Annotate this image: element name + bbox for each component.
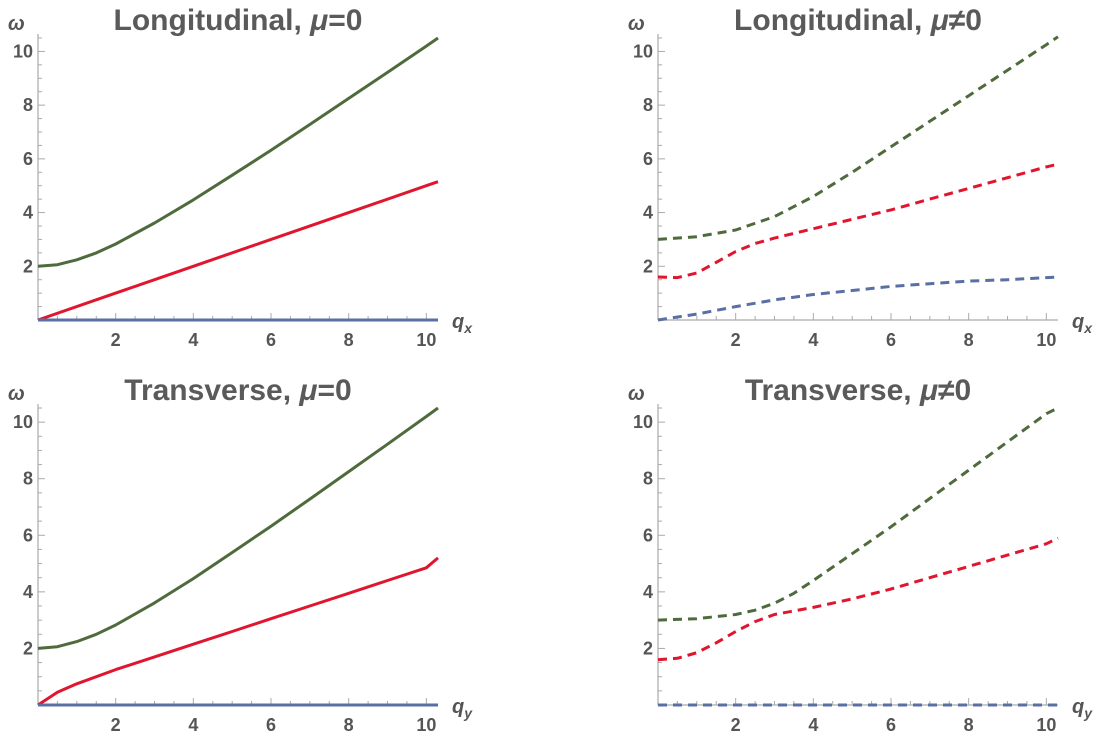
chart-title-symbol: μ (930, 4, 949, 37)
x-tick-label: 8 (344, 330, 354, 350)
x-tick-label: 2 (111, 330, 121, 350)
x-tick-label: 10 (1036, 715, 1056, 735)
series-line-1 (657, 406, 1059, 622)
y-tick-label: 6 (643, 525, 653, 545)
x-axis-label-main: q (1072, 696, 1084, 718)
series-line-1 (657, 35, 1059, 241)
x-tick-label: 10 (1036, 330, 1056, 350)
chart-title-symbol: μ (309, 4, 328, 37)
y-tick-label: 4 (23, 203, 33, 223)
chart-title: Transverse, μ=0 (124, 374, 351, 407)
x-tick-label: 10 (416, 330, 436, 350)
chart-title-relation: ≠0 (938, 374, 971, 407)
x-axis-label-subscript: y (463, 705, 473, 721)
y-tick-label: 4 (23, 582, 33, 602)
x-tick-label: 6 (266, 715, 276, 735)
x-tick-label: 8 (964, 715, 974, 735)
series-line-2 (657, 162, 1059, 280)
chart-panel-4: Transverse, μ≠0 2 4 6 8 10 2 4 6 8 10 ω qy (628, 374, 1093, 735)
y-axis-label: ω (628, 13, 645, 35)
y-tick-label: 4 (643, 203, 653, 223)
chart-title-relation: =0 (318, 374, 352, 407)
x-tick-label: 2 (731, 330, 741, 350)
y-tick-label: 2 (643, 638, 653, 658)
chart-title-relation: =0 (328, 4, 362, 37)
x-axis-label: qy (1072, 696, 1093, 721)
y-tick-label: 10 (633, 41, 653, 61)
series-line-1 (37, 36, 439, 268)
y-tick-label: 2 (23, 638, 33, 658)
x-axis-label-subscript: x (463, 320, 473, 336)
x-tick-label: 8 (344, 715, 354, 735)
x-axis-label-main: q (452, 311, 464, 333)
chart-title-symbol: μ (919, 374, 938, 407)
series-line-1 (37, 406, 439, 650)
x-axis-label: qy (452, 696, 473, 721)
x-tick-label: 2 (731, 715, 741, 735)
series-line-3 (657, 275, 1059, 322)
y-axis-label: ω (628, 383, 645, 405)
y-tick-label: 10 (633, 412, 653, 432)
x-tick-label: 4 (188, 715, 198, 735)
chart-title-text: Transverse, (745, 374, 920, 407)
x-axis-label-main: q (452, 696, 464, 718)
y-axis-label: ω (8, 13, 25, 35)
y-tick-label: 6 (643, 149, 653, 169)
y-tick-label: 4 (643, 582, 653, 602)
x-tick-label: 4 (188, 330, 198, 350)
chart-title-symbol: μ (298, 374, 317, 407)
y-tick-label: 2 (643, 256, 653, 276)
y-tick-label: 10 (13, 41, 33, 61)
y-tick-label: 6 (23, 149, 33, 169)
y-tick-label: 8 (643, 469, 653, 489)
chart-panel-3: Transverse, μ=0 2 4 6 8 10 2 4 6 8 10 ω qy (8, 374, 473, 735)
x-axis-label-main: q (1072, 311, 1084, 333)
x-axis-label-subscript: x (1083, 320, 1093, 336)
series-line-2 (37, 556, 439, 707)
x-tick-label: 4 (808, 715, 818, 735)
chart-title-text: Longitudinal, (114, 4, 311, 37)
x-tick-label: 6 (886, 715, 896, 735)
y-tick-label: 6 (23, 525, 33, 545)
chart-panel-2: Longitudinal, μ≠0 2 4 6 8 10 2 4 6 8 10 ω qx (628, 4, 1093, 350)
chart-panel-1: Longitudinal, μ=0 2 4 6 8 10 2 4 6 8 10 ω qx (8, 4, 473, 350)
x-tick-label: 8 (964, 330, 974, 350)
x-tick-label: 6 (266, 330, 276, 350)
series-line-2 (37, 180, 439, 322)
x-tick-label: 6 (886, 330, 896, 350)
x-tick-label: 10 (416, 715, 436, 735)
x-tick-label: 4 (808, 330, 818, 350)
chart-title: Longitudinal, μ≠0 (734, 4, 982, 37)
chart-title-relation: ≠0 (949, 4, 982, 37)
chart-title: Transverse, μ≠0 (745, 374, 971, 407)
y-tick-label: 2 (23, 256, 33, 276)
y-axis-label: ω (8, 383, 25, 405)
chart-title: Longitudinal, μ=0 (114, 4, 363, 37)
y-tick-label: 8 (23, 95, 33, 115)
chart-title-text: Transverse, (124, 374, 299, 407)
y-tick-label: 8 (23, 469, 33, 489)
x-tick-label: 2 (111, 715, 121, 735)
x-axis-label-subscript: y (1083, 705, 1093, 721)
y-tick-label: 8 (643, 95, 653, 115)
series-line-2 (657, 536, 1059, 662)
chart-title-text: Longitudinal, (734, 4, 931, 37)
y-tick-label: 10 (13, 412, 33, 432)
x-axis-label: qx (452, 311, 473, 336)
x-axis-label: qx (1072, 311, 1093, 336)
